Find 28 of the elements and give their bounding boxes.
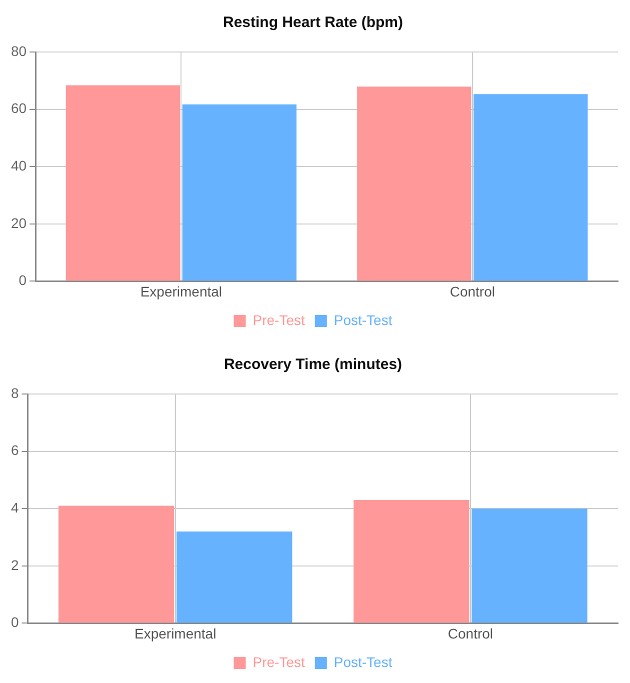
x-tick-label: Experimental <box>134 625 216 642</box>
bar <box>357 86 472 281</box>
y-tick-label: 2 <box>10 556 19 573</box>
bar <box>66 85 180 281</box>
chart-title: Resting Heart Rate (bpm) <box>222 14 404 32</box>
bar <box>474 94 588 281</box>
chart-title: Recovery Time (minutes) <box>224 356 402 374</box>
y-tick-label: 6 <box>10 442 19 458</box>
bar <box>176 532 292 623</box>
y-tick-label: 20 <box>10 214 27 231</box>
y-tick-label: 60 <box>10 100 27 116</box>
y-tick-label: 80 <box>10 42 27 59</box>
bar <box>58 506 174 623</box>
x-tick-label: Experimental <box>140 283 222 300</box>
x-tick-label: Control <box>448 625 494 642</box>
bar <box>182 104 296 281</box>
bar <box>472 508 588 623</box>
x-tick-label: Control <box>450 283 495 300</box>
legend-label: Post-Test <box>334 312 392 328</box>
y-tick-label: 8 <box>10 384 19 401</box>
legend-label: Pre-Test <box>252 654 305 670</box>
y-tick-label: 0 <box>18 272 27 288</box>
y-tick-label: 40 <box>10 157 27 174</box>
y-tick-label: 0 <box>10 614 19 630</box>
y-tick-label: 4 <box>10 499 19 516</box>
bar <box>354 500 470 623</box>
legend-label: Post-Test <box>334 654 392 670</box>
legend-label: Pre-Test <box>252 312 305 328</box>
